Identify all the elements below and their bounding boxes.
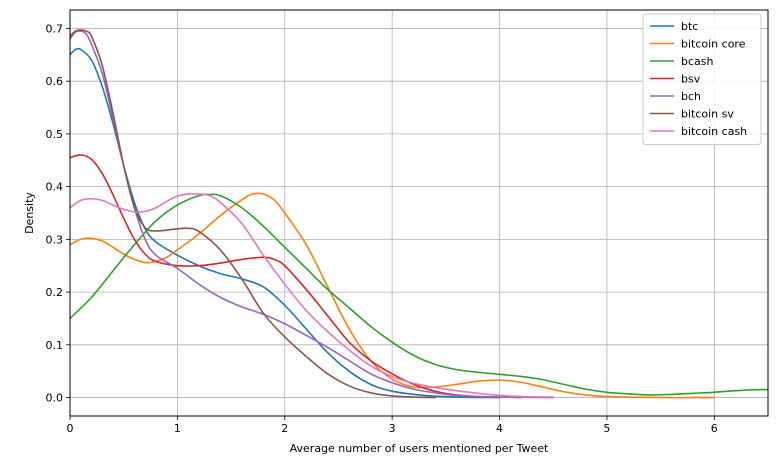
series-line-bcash xyxy=(70,193,768,396)
x-tick-label: 2 xyxy=(281,422,288,435)
x-axis-label: Average number of users mentioned per Tw… xyxy=(290,442,549,455)
series-line-bitcoin-cash xyxy=(70,192,555,398)
legend-label-bcash: bcash xyxy=(681,55,714,68)
x-tick-label: 5 xyxy=(603,422,610,435)
y-tick-label: 0.6 xyxy=(46,75,64,88)
x-tick-label: 1 xyxy=(174,422,181,435)
legend-box xyxy=(642,13,762,145)
y-tick-label: 0.4 xyxy=(46,181,64,194)
legend-label-bsv: bsv xyxy=(681,73,701,86)
legend-label-btc: btc xyxy=(681,20,698,33)
series-line-bitcoin-sv xyxy=(70,29,436,399)
series-line-bsv xyxy=(70,154,522,399)
y-tick-label: 0.2 xyxy=(46,286,64,299)
legend-label-bitcoin-core: bitcoin core xyxy=(681,38,746,51)
x-tick-label: 4 xyxy=(496,422,503,435)
y-tick-label: 0.0 xyxy=(46,392,64,405)
y-tick-label: 0.1 xyxy=(46,339,64,352)
legend-label-bitcoin-cash: bitcoin cash xyxy=(681,125,747,138)
y-axis-label: Density xyxy=(23,192,36,234)
y-tick-label: 0.5 xyxy=(46,128,64,141)
axis-ticks: 0 1 2 3 4 5 6 0.0 0.1 0.2 0.3 0.4 0.5 0.6 0.7 xyxy=(46,22,718,435)
legend-label-bch: bch xyxy=(681,90,701,103)
x-tick-label: 3 xyxy=(389,422,396,435)
series-lines xyxy=(70,29,768,399)
plot-frame xyxy=(69,9,769,417)
series-line-btc xyxy=(70,47,501,399)
legend-label-bitcoin-sv: bitcoin sv xyxy=(681,108,734,121)
y-tick-label: 0.3 xyxy=(46,233,64,246)
y-tick-label: 0.7 xyxy=(46,22,64,35)
series-line-bitcoin-core xyxy=(70,192,716,399)
x-tick-label: 6 xyxy=(711,422,718,435)
x-tick-label: 0 xyxy=(67,422,74,435)
series-line-bch xyxy=(70,30,555,399)
legend: btc bitcoin core bcash bsv bch bitcoin sv bitc… xyxy=(642,13,762,145)
